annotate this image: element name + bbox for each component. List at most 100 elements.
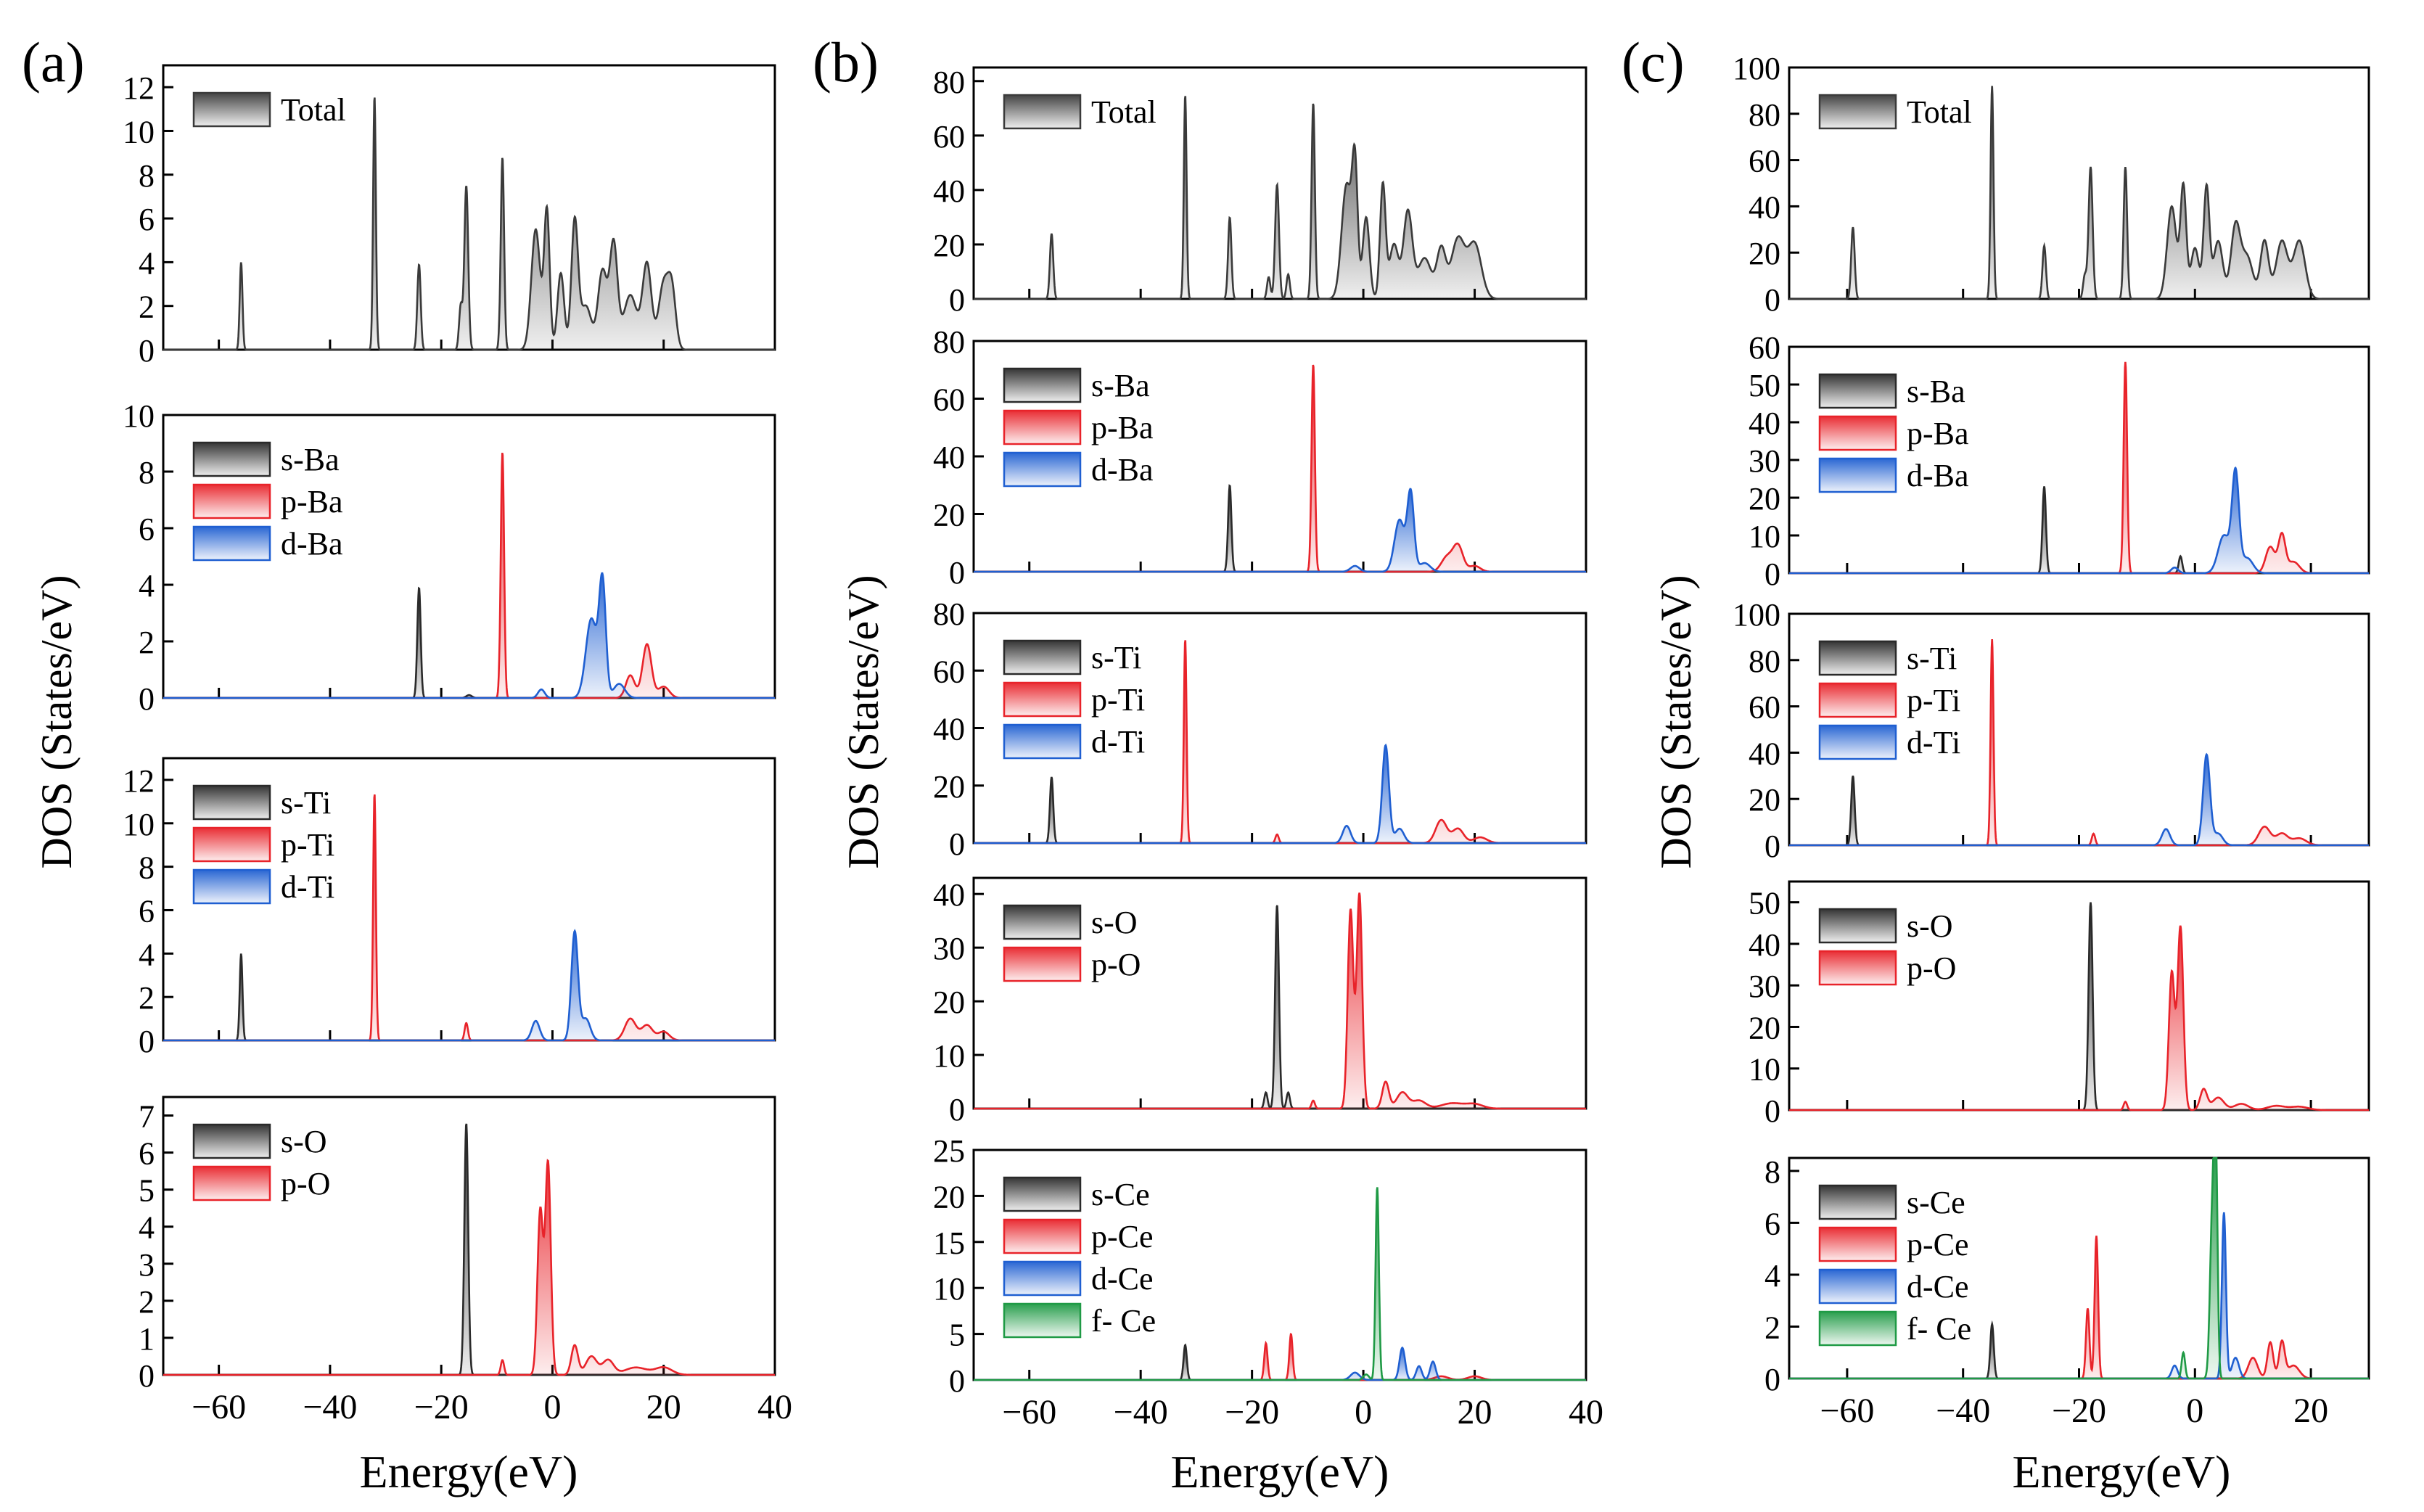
legend: Total — [192, 91, 346, 128]
series-line-p-Ce — [974, 1333, 1586, 1381]
y-tick-label: 40 — [933, 712, 965, 747]
series-line-d-Ti — [163, 929, 775, 1042]
legend: Total — [1003, 94, 1156, 130]
y-tick-label: 80 — [933, 596, 965, 632]
y-axis-label: DOS (States/eV) — [1652, 575, 1700, 869]
series-line-Total — [163, 97, 775, 351]
legend-swatch — [192, 483, 271, 519]
legend-label: p-Ce — [1907, 1227, 1969, 1262]
y-tick-label: 2 — [139, 625, 155, 660]
legend-swatch — [1003, 946, 1082, 982]
y-tick-label: 30 — [1749, 443, 1780, 479]
series-area-s-Ti — [974, 777, 1586, 843]
series-line-s-Ti — [974, 776, 1586, 845]
y-tick-label: 80 — [1749, 97, 1780, 133]
legend-label: s-Ti — [1091, 640, 1141, 675]
subplot-1: 0 20 40 60 80 Total — [933, 65, 1587, 318]
x-tick-label: 0 — [1355, 1393, 1372, 1431]
y-tick-label: 0 — [139, 681, 155, 717]
series-line-d-Ba — [163, 572, 775, 699]
legend-swatch — [192, 784, 271, 821]
legend-label: p-Ba — [281, 484, 343, 519]
series-line-s-Ba — [974, 484, 1586, 573]
legend-swatch — [1003, 1302, 1082, 1339]
y-tick-label: 30 — [933, 931, 965, 966]
y-tick-label: 4 — [139, 1210, 155, 1246]
y-tick-label: 10 — [1749, 1052, 1780, 1088]
legend-label: p-Ti — [281, 827, 334, 863]
subplot-3: 0 2 4 6 8 10 12 s-Ti p-Ti d-Ti — [123, 757, 776, 1059]
y-tick-label: 50 — [1749, 368, 1780, 403]
legend-label: s-O — [1907, 908, 1953, 944]
legend-swatch — [1003, 1218, 1082, 1254]
y-tick-label: 10 — [123, 398, 155, 434]
x-tick-label: −60 — [192, 1388, 246, 1426]
legend-label: Total — [1091, 94, 1156, 130]
y-tick-label: 0 — [949, 826, 965, 862]
y-tick-label: 0 — [949, 1092, 965, 1127]
legend-swatch — [1003, 94, 1082, 130]
legend-swatch — [1818, 1184, 1897, 1220]
y-tick-label: 0 — [1764, 1093, 1780, 1129]
legend-label: Total — [1907, 94, 1972, 130]
y-tick-label: 10 — [933, 1271, 965, 1307]
subplot-4: 0 10 20 30 40 50 s-O p-O — [1749, 880, 2370, 1129]
legend-label: d-Ce — [1907, 1269, 1969, 1304]
legend-label: f- Ce — [1091, 1303, 1156, 1339]
y-tick-label: 20 — [933, 1179, 965, 1215]
panel-label: (c) — [1622, 30, 1685, 94]
subplot-1: 0 20 40 60 80 100 Total — [1733, 51, 2370, 318]
y-tick-label: 20 — [1749, 481, 1780, 517]
legend-swatch — [1818, 415, 1897, 451]
y-tick-label: 10 — [1749, 519, 1780, 554]
series-area-d-Ba — [974, 488, 1586, 572]
y-tick-label: 40 — [1749, 406, 1780, 441]
panel-a: (a)DOS (States/eV)Energy(eV)024681012Tot… — [22, 30, 792, 1497]
x-tick-label: −20 — [414, 1388, 469, 1426]
legend-label: s-Ba — [1091, 368, 1150, 403]
y-tick-label: 2 — [139, 289, 155, 325]
y-tick-label: 4 — [139, 937, 155, 972]
y-tick-label: 3 — [139, 1247, 155, 1283]
series-area-d-Ce — [1789, 1212, 2369, 1379]
y-tick-label: 100 — [1733, 597, 1780, 633]
legend-swatch — [1818, 682, 1897, 718]
y-tick-label: 6 — [139, 511, 155, 547]
y-tick-label: 50 — [1749, 886, 1780, 921]
legend: s-Ti p-Ti d-Ti — [1818, 640, 1960, 760]
y-tick-label: 0 — [139, 1024, 155, 1059]
y-tick-label: 80 — [933, 324, 965, 360]
y-tick-label: 20 — [933, 985, 965, 1020]
series-area-d-Ti — [163, 931, 775, 1040]
series-line-p-O — [974, 892, 1586, 1110]
y-tick-label: 6 — [1764, 1206, 1780, 1241]
subplot-1: 0 2 4 6 8 10 12 Total — [123, 64, 776, 369]
series-line-Total — [974, 96, 1586, 300]
y-tick-label: 8 — [1764, 1154, 1780, 1190]
legend: Total — [1818, 94, 1972, 130]
y-tick-label: 6 — [139, 893, 155, 929]
legend-label: p-O — [1907, 950, 1956, 986]
legend-label: p-Ti — [1091, 682, 1145, 718]
legend: s-Ba p-Ba d-Ba — [1818, 373, 1969, 493]
legend-swatch — [1003, 681, 1082, 718]
series-line-s-Ti — [163, 953, 775, 1042]
y-tick-label: 40 — [1749, 927, 1780, 963]
legend-swatch — [1818, 724, 1897, 760]
legend-label: p-O — [281, 1166, 330, 1201]
series-area-d-Ti — [974, 745, 1586, 843]
y-tick-label: 0 — [949, 555, 965, 591]
y-tick-label: 20 — [933, 228, 965, 263]
y-tick-label: 6 — [139, 202, 155, 237]
legend-swatch — [192, 525, 271, 562]
legend: s-Ti p-Ti d-Ti — [192, 784, 334, 905]
y-tick-label: 0 — [1764, 282, 1780, 318]
panel-b: (b) DOS (States/eV) Energy(eV) 0 20 40 60 80 Tot… — [813, 30, 1603, 1497]
y-tick-label: 6 — [139, 1136, 155, 1172]
y-tick-label: 15 — [933, 1225, 965, 1261]
y-tick-label: 40 — [1749, 189, 1780, 225]
y-tick-label: 60 — [933, 382, 965, 418]
y-tick-label: 60 — [933, 654, 965, 689]
